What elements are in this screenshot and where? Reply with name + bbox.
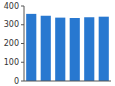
bar: [26, 14, 36, 81]
bar: [70, 18, 80, 81]
y-tick-label: 100: [4, 58, 19, 67]
x-axis-line: [24, 81, 111, 82]
bar: [84, 17, 94, 81]
chart: 0 100 200 300 400: [0, 0, 115, 86]
bars: [26, 14, 109, 81]
y-tick-label: 400: [4, 2, 19, 11]
y-tick-label: 0: [14, 77, 19, 86]
bar: [55, 18, 65, 81]
bar: [41, 16, 51, 81]
chart-container: 0 100 200 300 400: [0, 0, 115, 86]
y-tick-label: 200: [4, 39, 19, 48]
y-axis-line: [24, 6, 25, 81]
y-axis-ticks: 0 100 200 300 400: [4, 2, 24, 86]
y-tick-label: 300: [4, 20, 19, 29]
bar: [99, 17, 109, 81]
